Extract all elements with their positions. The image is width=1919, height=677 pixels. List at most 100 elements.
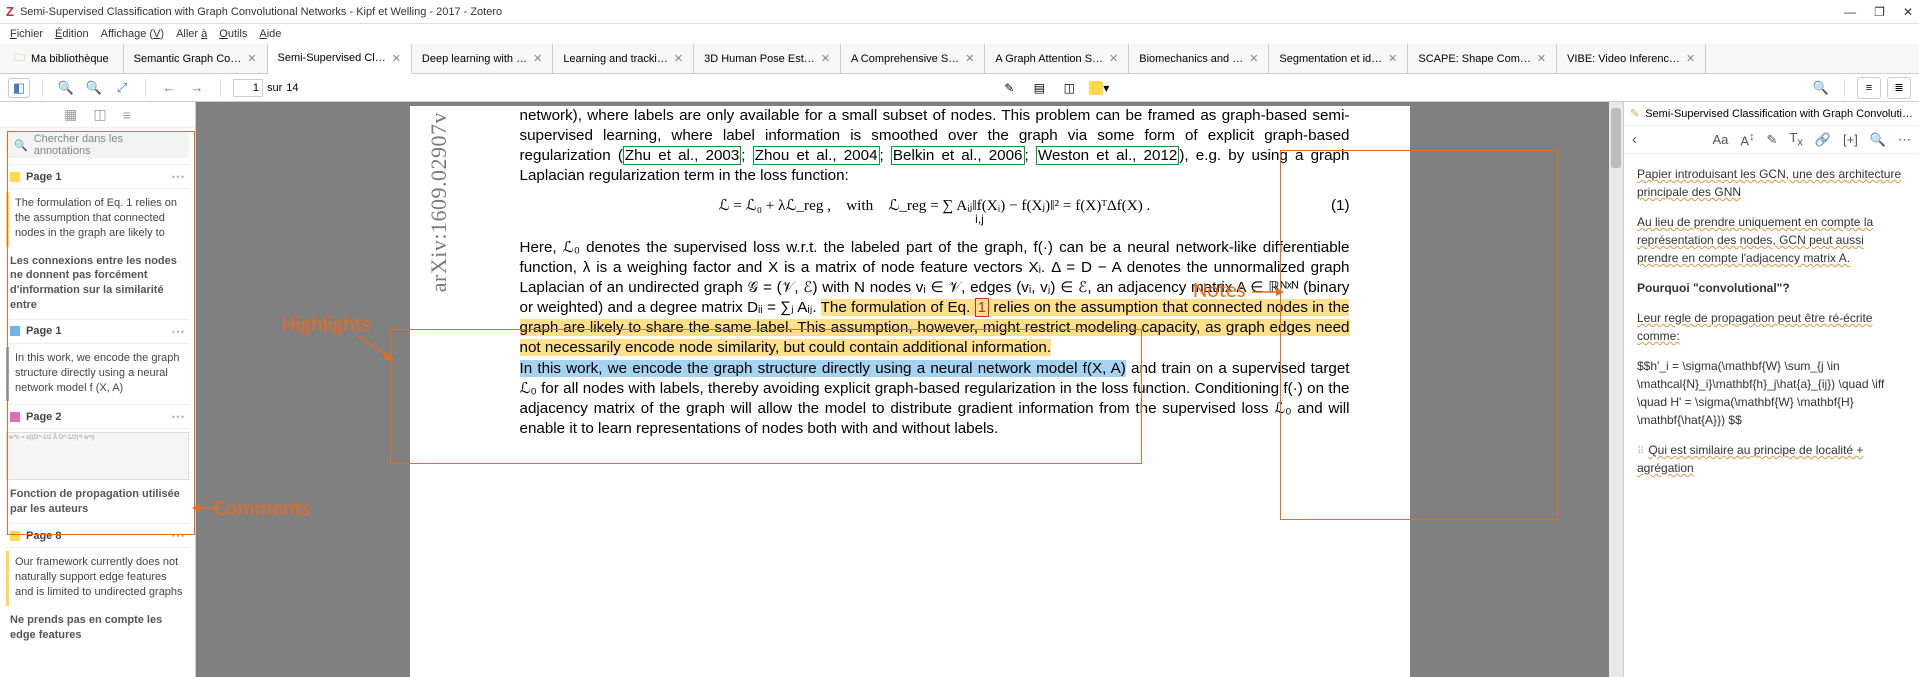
library-tab[interactable]: 🗀 Ma bibliothèque bbox=[0, 44, 124, 73]
tab-10[interactable]: VIBE: Video Inferenc…✕ bbox=[1557, 44, 1706, 73]
tab-1[interactable]: Semi-Supervised Cl…✕ bbox=[268, 44, 412, 74]
note-tool[interactable]: ▤ bbox=[1027, 78, 1051, 98]
close-icon[interactable]: ✕ bbox=[821, 52, 830, 65]
annotation-comment[interactable]: Fonction de propagation utilisée par les… bbox=[6, 483, 189, 523]
close-icon[interactable]: ✕ bbox=[392, 52, 401, 65]
menu-fichier[interactable]: Fichier bbox=[6, 28, 47, 40]
drag-handle-icon[interactable]: ⠿ bbox=[1637, 446, 1644, 457]
close-icon[interactable]: ✕ bbox=[674, 52, 683, 65]
format-text-button[interactable]: Aa bbox=[1713, 132, 1729, 147]
annotation-menu-icon[interactable]: ⋯ bbox=[171, 168, 185, 185]
menu-bar: Fichier Édition Affichage (V) Aller à Ou… bbox=[0, 24, 1919, 44]
equation: ℒ = ℒ₀ + λℒ_reg , with ℒ_reg = ∑ Aᵢⱼ‖f(X… bbox=[520, 196, 1350, 228]
citation-link[interactable]: Belkin et al., 2006 bbox=[891, 146, 1025, 165]
annotation-color-icon bbox=[10, 326, 20, 336]
close-icon[interactable]: ✕ bbox=[533, 52, 542, 65]
toggle-sidebar-button[interactable]: ◧ bbox=[8, 78, 30, 98]
note-editor-body[interactable]: Papier introduisant les GCN, une des arc… bbox=[1624, 154, 1919, 677]
close-icon[interactable]: ✕ bbox=[1249, 52, 1258, 65]
format-style-button[interactable]: A↕ bbox=[1740, 131, 1754, 148]
note-editor-toolbar: ‹ Aa A↕ ✎ Tx 🔗 [+] 🔍 ⋯ bbox=[1624, 126, 1919, 154]
annotation-quote[interactable]: In this work, we encode the graph struct… bbox=[6, 347, 189, 402]
annotation-comment[interactable]: Ne prends pas en compte les edge feature… bbox=[6, 609, 189, 649]
highlight-button[interactable]: ✎ bbox=[1767, 132, 1778, 148]
menu-edition[interactable]: Édition bbox=[51, 28, 93, 40]
search-note-button[interactable]: 🔍 bbox=[1870, 132, 1886, 148]
tab-5[interactable]: A Comprehensive S…✕ bbox=[841, 44, 985, 73]
tab-7[interactable]: Biomechanics and …✕ bbox=[1129, 44, 1269, 73]
pdf-scrollbar[interactable] bbox=[1609, 102, 1623, 677]
menu-affichage[interactable]: Affichage (V) bbox=[97, 28, 168, 40]
link-button[interactable]: 🔗 bbox=[1815, 132, 1831, 148]
thumbnails-view-icon[interactable]: ▦ bbox=[64, 106, 77, 123]
zoom-in-button[interactable]: 🔍 bbox=[83, 78, 105, 98]
minimize-button[interactable]: — bbox=[1844, 5, 1856, 19]
tab-8[interactable]: Segmentation et id…✕ bbox=[1269, 44, 1408, 73]
tab-6[interactable]: A Graph Attention S…✕ bbox=[985, 44, 1129, 73]
search-placeholder: Chercher dans les annotations bbox=[34, 133, 181, 157]
insert-button[interactable]: [+] bbox=[1843, 132, 1858, 147]
annotation-menu-icon[interactable]: ⋯ bbox=[171, 527, 185, 544]
close-icon[interactable]: ✕ bbox=[1388, 52, 1397, 65]
highlight-tool[interactable]: ✎ bbox=[997, 78, 1021, 98]
tab-3[interactable]: Learning and tracki…✕ bbox=[553, 44, 694, 73]
citation-link[interactable]: Weston et al., 2012 bbox=[1036, 146, 1179, 165]
note-paragraph: Au lieu de prendre uniquement en compte … bbox=[1637, 213, 1906, 267]
annotations-view-icon[interactable]: ◫ bbox=[93, 106, 106, 123]
close-icon[interactable]: ✕ bbox=[1109, 52, 1118, 65]
annotation-quote[interactable]: Our framework currently does not natural… bbox=[6, 551, 189, 606]
tab-2[interactable]: Deep learning with …✕ bbox=[412, 44, 553, 73]
menu-outils[interactable]: Outils bbox=[215, 28, 251, 40]
toggle-notes-pane[interactable]: ≣ bbox=[1887, 77, 1911, 99]
zoom-out-button[interactable]: 🔍 bbox=[55, 78, 77, 98]
scrollbar-thumb[interactable] bbox=[1611, 108, 1621, 168]
maximize-button[interactable]: ❐ bbox=[1874, 5, 1885, 19]
outline-view-icon[interactable]: ≡ bbox=[123, 107, 131, 123]
annotation-color-icon bbox=[10, 412, 20, 422]
annotation-page-header[interactable]: Page 1⋯ bbox=[6, 319, 189, 344]
note-paragraph: Leur regle de propagation peut être ré-é… bbox=[1637, 309, 1906, 345]
close-icon[interactable]: ✕ bbox=[247, 52, 256, 65]
clear-format-button[interactable]: Tx bbox=[1789, 130, 1802, 149]
annotation-search[interactable]: 🔍 Chercher dans les annotations bbox=[6, 132, 189, 158]
annotation-menu-icon[interactable]: ⋯ bbox=[171, 323, 185, 340]
note-math: $$h'_i = \sigma(\mathbf{W} \sum_{j \in \… bbox=[1637, 357, 1906, 429]
folder-icon: 🗀 bbox=[14, 49, 25, 68]
find-button[interactable]: 🔍 bbox=[1810, 78, 1832, 98]
page-indicator: sur 14 bbox=[233, 79, 299, 97]
menu-allera[interactable]: Aller à bbox=[172, 28, 211, 40]
annotation-quote[interactable]: The formulation of Eq. 1 relies on the a… bbox=[6, 192, 189, 247]
annotation-page-header[interactable]: Page 1⋯ bbox=[6, 164, 189, 189]
annotation-menu-icon[interactable]: ⋯ bbox=[171, 408, 185, 425]
close-icon[interactable]: ✕ bbox=[965, 52, 974, 65]
area-tool[interactable]: ◫ bbox=[1057, 78, 1081, 98]
menu-aide[interactable]: Aide bbox=[255, 28, 285, 40]
close-icon[interactable]: ✕ bbox=[1686, 52, 1695, 65]
equation-link[interactable]: 1 bbox=[975, 298, 989, 317]
annotation-page-header[interactable]: Page 8⋯ bbox=[6, 523, 189, 548]
library-tab-label: Ma bibliothèque bbox=[31, 53, 109, 65]
zoom-fit-button[interactable]: ⤢ bbox=[111, 78, 133, 98]
toggle-context-pane[interactable]: ≡ bbox=[1857, 77, 1881, 99]
color-picker[interactable]: ▾ bbox=[1087, 78, 1111, 98]
tab-4[interactable]: 3D Human Pose Est…✕ bbox=[694, 44, 841, 73]
tab-0[interactable]: Semantic Graph Co…✕ bbox=[124, 44, 268, 73]
close-button[interactable]: ✕ bbox=[1903, 5, 1913, 19]
annotation-color-icon bbox=[10, 172, 20, 182]
citation-link[interactable]: Zhou et al., 2004 bbox=[753, 146, 880, 165]
annotation-area-preview[interactable]: w^n = σ((D^-1/2 Â D^-1/2)^l w^l) bbox=[6, 432, 189, 480]
next-page-button[interactable]: → bbox=[186, 78, 208, 98]
annotation-comment[interactable]: Les connexions entre les nodes ne donnen… bbox=[6, 250, 189, 319]
window-controls: — ❐ ✕ bbox=[1844, 5, 1913, 19]
back-button[interactable]: ‹ bbox=[1632, 131, 1637, 148]
more-button[interactable]: ⋯ bbox=[1898, 132, 1911, 148]
prev-page-button[interactable]: ← bbox=[158, 78, 180, 98]
citation-link[interactable]: Zhu et al., 2003 bbox=[623, 146, 741, 165]
close-icon[interactable]: ✕ bbox=[1537, 52, 1546, 65]
page-input[interactable] bbox=[233, 79, 263, 97]
annotation-page-header[interactable]: Page 2⋯ bbox=[6, 404, 189, 429]
highlight-blue[interactable]: In this work, we encode the graph struct… bbox=[520, 360, 1126, 377]
note-paragraph: ⠿Qui est similaire au principe de locali… bbox=[1637, 441, 1906, 477]
pdf-viewport[interactable]: arXiv:1609.02907v network), where labels… bbox=[196, 102, 1623, 677]
tab-9[interactable]: SCAPE: Shape Com…✕ bbox=[1408, 44, 1557, 73]
